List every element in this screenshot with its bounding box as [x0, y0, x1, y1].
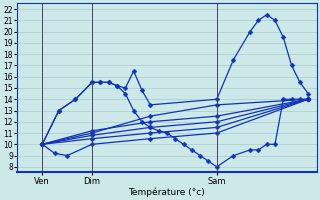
- X-axis label: Température (°c): Température (°c): [129, 187, 205, 197]
